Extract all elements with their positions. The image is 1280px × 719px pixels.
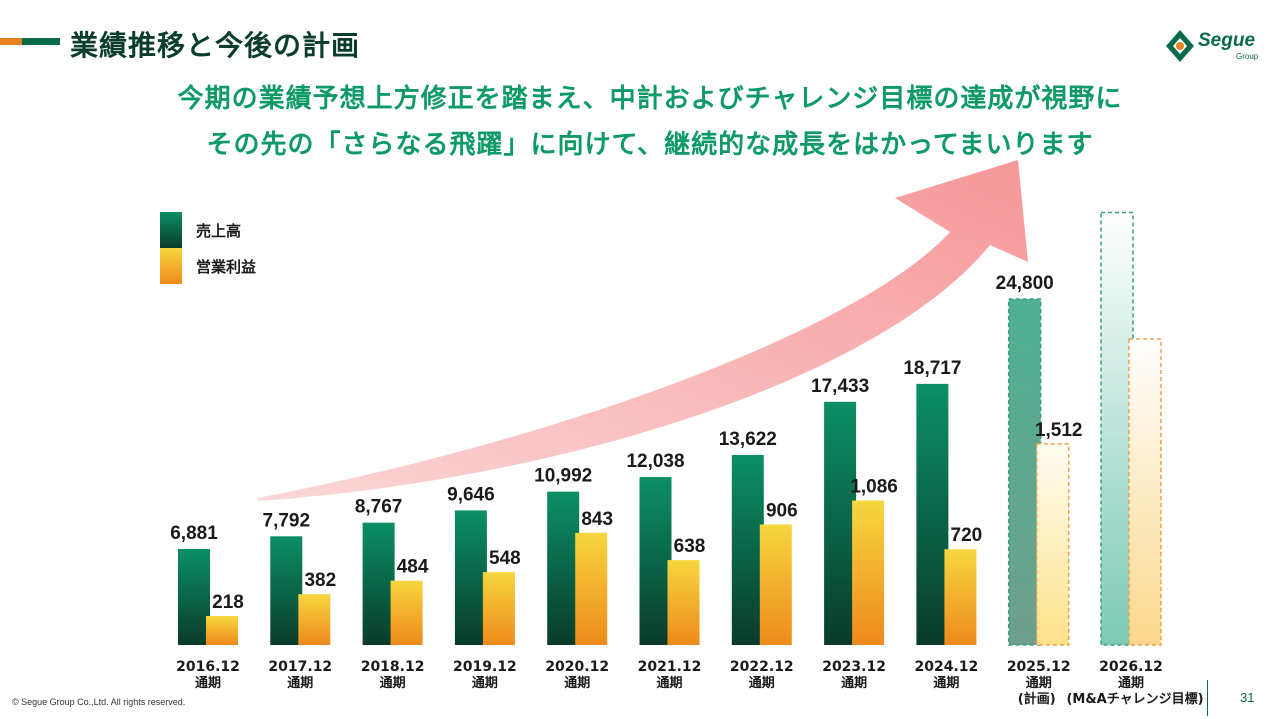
legend-op-profit: 営業利益: [160, 248, 256, 284]
bar-op-profit: [1128, 338, 1162, 646]
x-tick-label: (計画): [1018, 691, 1056, 707]
headline-line-1: 今期の業績予想上方修正を踏まえ、中計およびチャレンジ目標の達成が視野に: [177, 84, 1123, 114]
bar-op-profit: [759, 524, 792, 645]
bar-sales: [824, 401, 857, 645]
page-number: 31: [1240, 690, 1255, 705]
x-tick-label: 通期: [287, 675, 313, 691]
data-label-op-profit: 382: [304, 570, 336, 591]
data-label-sales: 6,881: [170, 523, 218, 544]
bar-op-profit: [206, 616, 238, 645]
bar-sales: [547, 491, 580, 645]
bar-sales: [731, 454, 764, 645]
bar-op-profit: [482, 572, 515, 645]
data-label-op-profit: 638: [674, 536, 706, 557]
bar-op-profit: [667, 560, 700, 645]
data-label-sales: 18,717: [903, 358, 961, 379]
bar-op-profit: [944, 549, 977, 645]
x-tick-label: 2017.12: [268, 659, 332, 675]
bar-sales: [1100, 211, 1134, 646]
segue-logo-icon: [1166, 30, 1194, 62]
legend-sales-label: 売上高: [196, 221, 242, 240]
data-label-op-profit: 1,086: [850, 477, 898, 498]
x-tick-label: 通期: [472, 675, 498, 691]
bar-sales: [362, 522, 395, 645]
x-tick-label: 2019.12: [453, 659, 517, 675]
x-tick-label: 2026.12: [1099, 659, 1163, 675]
bar-op-profit: [852, 500, 885, 645]
data-label-sales: 10,992: [534, 466, 592, 487]
x-tick-label: 通期: [841, 675, 867, 691]
legend-sales: 売上高: [160, 212, 241, 248]
data-label-op-profit: 1,512: [1035, 420, 1083, 441]
copyright-text: © Segue Group Co.,Ltd. All rights reserv…: [12, 697, 186, 707]
x-tick-label: 通期: [656, 675, 682, 691]
x-tick-label: 2016.12: [176, 659, 240, 675]
data-label-op-profit: 548: [489, 548, 521, 569]
bar-op-profit: [1035, 443, 1070, 646]
logo-subtext: Group: [1236, 52, 1259, 61]
bar-op-profit: [575, 532, 608, 645]
bar-sales: [454, 510, 487, 645]
bar-sales: [178, 549, 210, 645]
data-label-sales: 24,800: [996, 273, 1054, 294]
data-label-op-profit: 843: [581, 509, 613, 530]
data-label-op-profit: 906: [766, 500, 798, 521]
bar-op-profit: [298, 594, 331, 645]
data-label-sales: 8,767: [355, 497, 403, 518]
x-tick-label: 2021.12: [638, 659, 702, 675]
x-tick-label: 2018.12: [361, 659, 425, 675]
data-label-sales: 9,646: [447, 484, 495, 505]
data-label-op-profit: 720: [951, 525, 983, 546]
data-label-sales: 7,792: [263, 510, 311, 531]
x-tick-label: 通期: [380, 675, 406, 691]
bar-sales: [1007, 298, 1042, 646]
bar-sales: [916, 383, 949, 645]
data-label-sales: 17,433: [811, 376, 869, 397]
headline-line-2: その先の「さらなる飛躍」に向けて、継続的な成長をはかってまいります: [206, 130, 1094, 160]
bar-sales: [270, 536, 303, 645]
x-tick-label: 通期: [564, 675, 590, 691]
x-tick-label: 2025.12: [1007, 659, 1071, 675]
data-label-sales: 12,038: [626, 451, 684, 472]
x-tick-label: (M&Aチャレンジ目標): [1066, 691, 1203, 707]
x-tick-label: 2020.12: [545, 659, 609, 675]
title-accent-green: [22, 38, 60, 45]
x-tick-label: 通期: [749, 675, 775, 691]
data-label-op-profit: 484: [397, 557, 429, 578]
x-tick-label: 通期: [1026, 675, 1052, 691]
x-tick-label: 通期: [933, 675, 959, 691]
legend-sales-swatch: [160, 212, 182, 248]
data-label-op-profit: 218: [212, 592, 244, 613]
legend-op-profit-swatch: [160, 248, 182, 284]
logo-text: Segue: [1198, 30, 1256, 51]
bar-op-profit: [390, 580, 423, 645]
x-tick-label: 2023.12: [822, 659, 886, 675]
growth-arrow: [258, 160, 1028, 501]
page-title: 業績推移と今後の計画: [70, 29, 361, 62]
x-tick-label: 2024.12: [915, 659, 979, 675]
legend-op-profit-label: 営業利益: [196, 257, 257, 276]
page-divider: [1207, 680, 1208, 716]
x-tick-label: 2022.12: [730, 659, 794, 675]
x-tick-label: 通期: [195, 675, 221, 691]
x-tick-label: 通期: [1118, 675, 1144, 691]
bar-sales: [639, 477, 672, 645]
title-accent-orange: [0, 38, 22, 45]
data-label-sales: 13,622: [719, 429, 777, 450]
